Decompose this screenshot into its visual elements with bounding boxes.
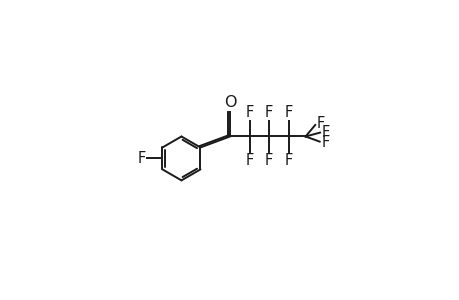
Text: F: F (284, 105, 292, 120)
Text: F: F (284, 153, 292, 168)
Text: F: F (321, 124, 330, 140)
Text: F: F (321, 135, 329, 150)
Text: F: F (245, 105, 253, 120)
Text: F: F (264, 105, 273, 120)
Text: F: F (245, 153, 253, 168)
Text: F: F (137, 151, 146, 166)
Text: F: F (264, 153, 273, 168)
Text: O: O (223, 95, 236, 110)
Text: F: F (316, 116, 324, 131)
